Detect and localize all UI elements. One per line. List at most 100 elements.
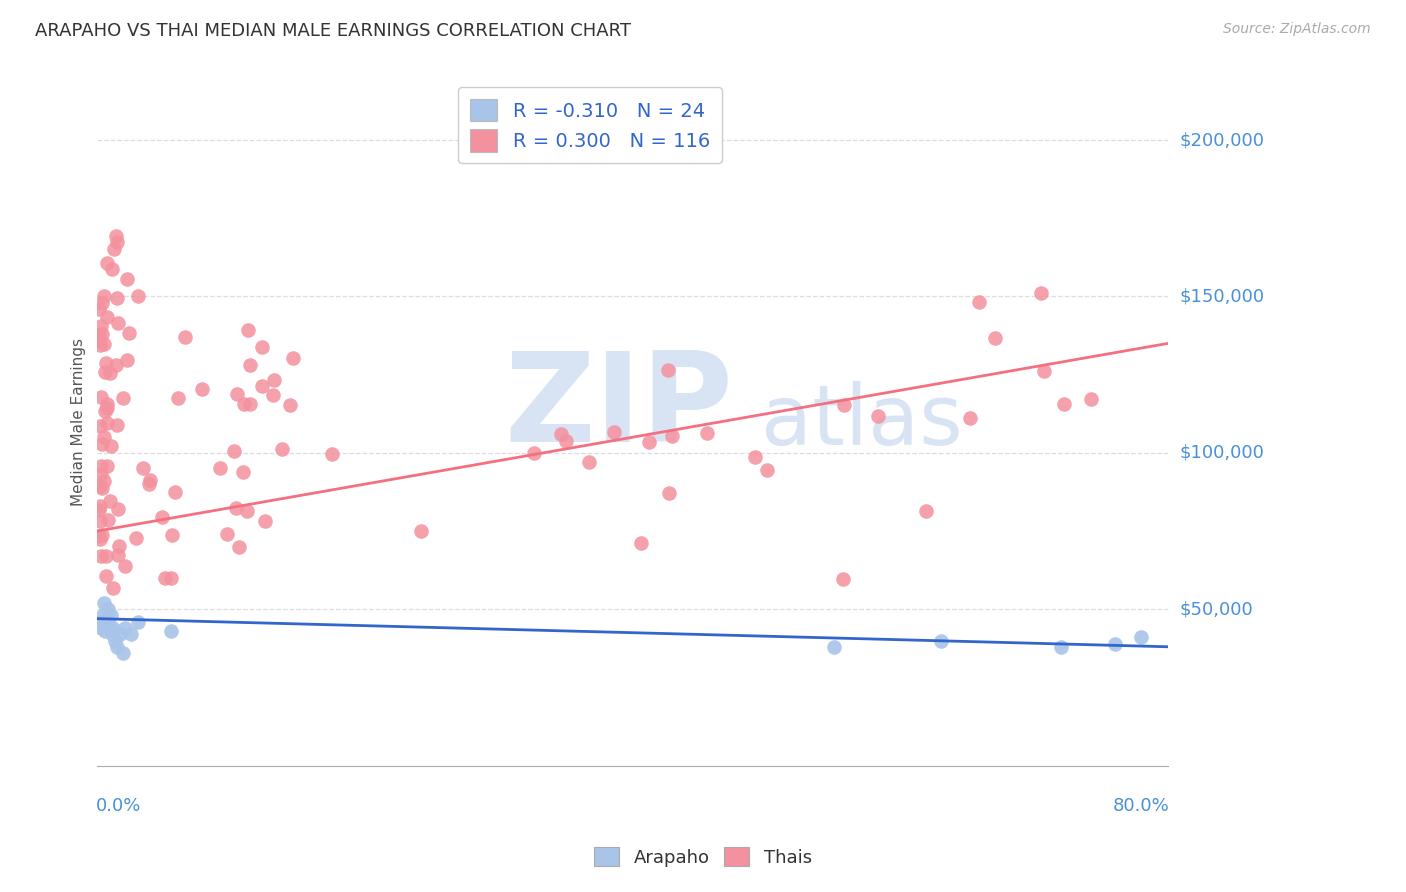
Point — [225, 387, 247, 401]
Point — [127, 615, 149, 629]
Point — [94, 356, 117, 370]
Point — [127, 289, 149, 303]
Point — [87, 503, 110, 517]
Point — [98, 366, 121, 380]
Point — [236, 504, 259, 518]
Point — [107, 640, 129, 654]
Point — [630, 536, 652, 550]
Point — [138, 477, 160, 491]
Point — [96, 397, 118, 411]
Point — [98, 494, 121, 508]
Point — [254, 514, 277, 528]
Point — [91, 296, 114, 310]
Point — [222, 444, 245, 458]
Point — [139, 474, 162, 488]
Point — [132, 460, 155, 475]
Point — [411, 524, 433, 538]
Point — [93, 596, 115, 610]
Point — [108, 627, 131, 641]
Point — [90, 467, 112, 482]
Point — [115, 353, 138, 368]
Point — [112, 391, 135, 405]
Point — [108, 539, 131, 553]
Point — [89, 532, 111, 546]
Point — [554, 434, 576, 448]
Point — [823, 640, 845, 654]
Legend: Arapaho, Thais: Arapaho, Thais — [586, 840, 820, 874]
Point — [832, 572, 855, 586]
Point — [232, 396, 254, 410]
Point — [89, 529, 111, 543]
Text: 0.0%: 0.0% — [96, 797, 142, 814]
Point — [87, 333, 110, 347]
Point — [90, 621, 112, 635]
Point — [89, 515, 111, 529]
Point — [1104, 637, 1126, 651]
Point — [111, 646, 134, 660]
Text: ARAPAHO VS THAI MEDIAN MALE EARNINGS CORRELATION CHART: ARAPAHO VS THAI MEDIAN MALE EARNINGS COR… — [35, 22, 631, 40]
Point — [96, 458, 118, 473]
Point — [967, 295, 990, 310]
Point — [929, 633, 952, 648]
Point — [915, 504, 938, 518]
Point — [657, 363, 679, 377]
Point — [637, 435, 659, 450]
Point — [1050, 640, 1073, 654]
Text: ZIP: ZIP — [505, 347, 733, 468]
Y-axis label: Median Male Earnings: Median Male Earnings — [72, 337, 86, 506]
Point — [104, 228, 127, 243]
Point — [239, 397, 262, 411]
Point — [89, 419, 111, 434]
Point — [90, 549, 112, 563]
Text: Source: ZipAtlas.com: Source: ZipAtlas.com — [1223, 22, 1371, 37]
Point — [103, 242, 125, 256]
Point — [163, 484, 186, 499]
Point — [1130, 631, 1153, 645]
Point — [107, 502, 129, 516]
Text: $50,000: $50,000 — [1180, 600, 1253, 618]
Point — [103, 581, 125, 595]
Point — [1053, 397, 1076, 411]
Point — [107, 316, 129, 330]
Text: $100,000: $100,000 — [1180, 444, 1264, 462]
Point — [87, 328, 110, 343]
Point — [250, 379, 273, 393]
Point — [115, 272, 138, 286]
Point — [89, 615, 111, 629]
Point — [321, 447, 343, 461]
Point — [120, 627, 142, 641]
Point — [94, 549, 117, 564]
Point — [225, 501, 247, 516]
Point — [1080, 392, 1102, 407]
Point — [94, 624, 117, 639]
Point — [97, 513, 120, 527]
Point — [93, 430, 115, 444]
Point — [91, 481, 114, 495]
Point — [228, 540, 250, 554]
Point — [103, 621, 125, 635]
Point — [90, 318, 112, 333]
Point — [114, 621, 136, 635]
Text: $150,000: $150,000 — [1180, 287, 1264, 305]
Point — [98, 618, 121, 632]
Point — [832, 398, 855, 412]
Point — [238, 323, 260, 337]
Point — [755, 463, 778, 477]
Point — [160, 624, 183, 639]
Point — [107, 548, 129, 562]
Point — [209, 461, 232, 475]
Point — [239, 358, 262, 372]
Point — [190, 382, 212, 396]
Point — [96, 310, 118, 324]
Point — [155, 571, 177, 585]
Point — [89, 479, 111, 493]
Point — [91, 327, 114, 342]
Point — [262, 388, 284, 402]
Legend: R = -0.310   N = 24, R = 0.300   N = 116: R = -0.310 N = 24, R = 0.300 N = 116 — [458, 87, 721, 163]
Point — [263, 373, 285, 387]
Point — [105, 417, 128, 432]
Point — [90, 458, 112, 473]
Point — [89, 338, 111, 352]
Point — [100, 608, 122, 623]
Point — [215, 527, 238, 541]
